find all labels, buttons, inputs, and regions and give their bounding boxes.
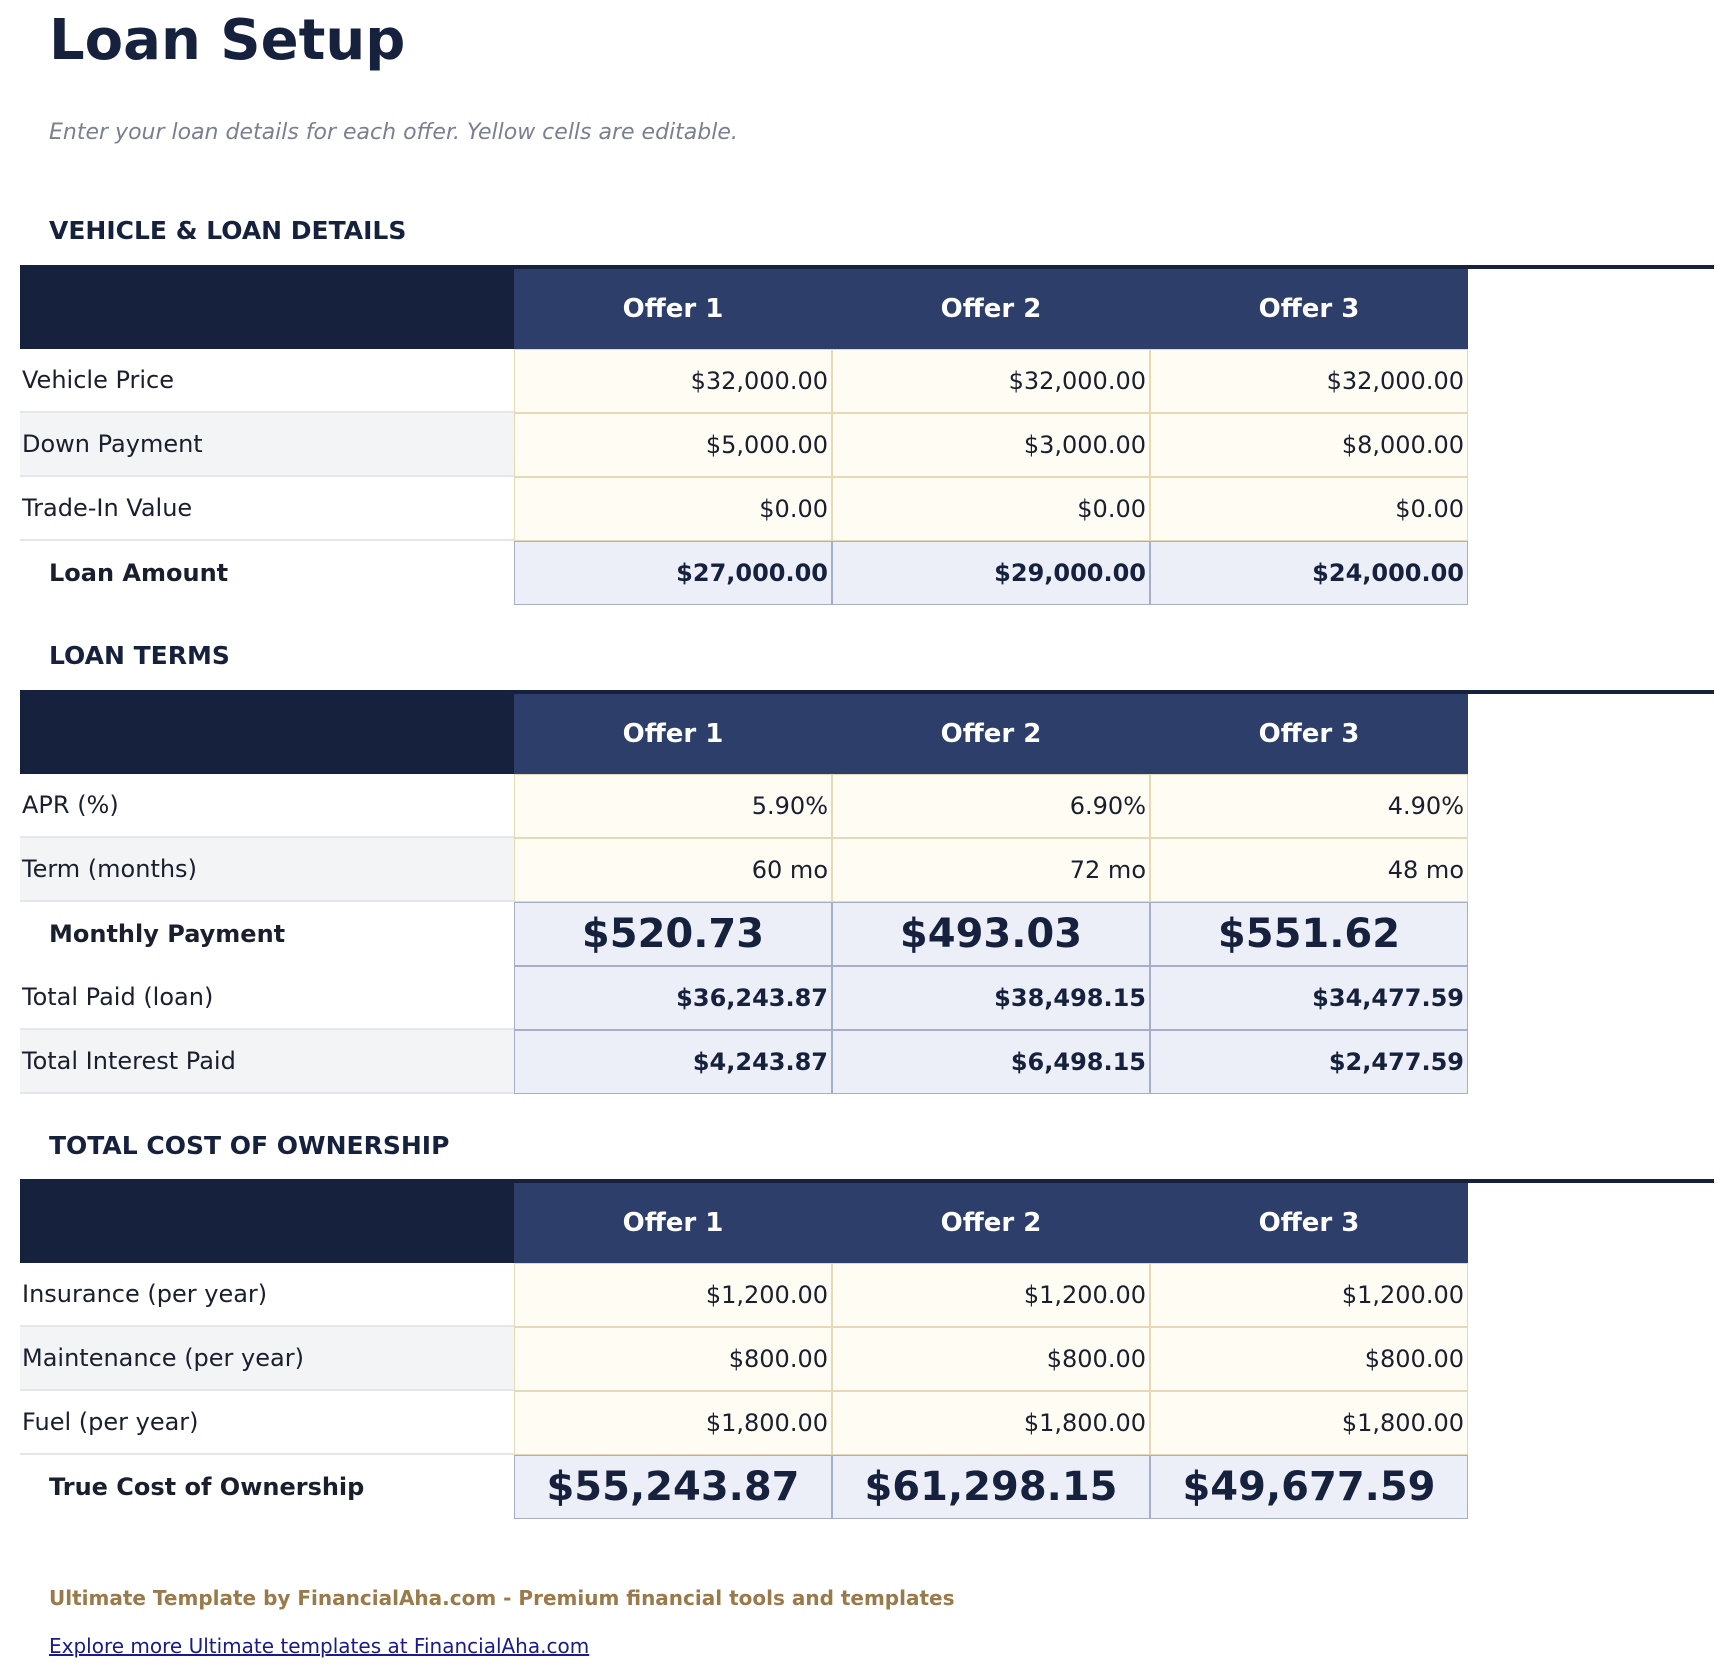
- row-label: Trade-In Value: [20, 477, 514, 541]
- row-total-interest: Total Interest Paid $4,243.87 $6,498.15 …: [20, 1030, 1714, 1094]
- insurance-offer-1-input[interactable]: $1,200.00: [514, 1263, 832, 1327]
- insurance-offer-3-input[interactable]: $1,200.00: [1150, 1263, 1468, 1327]
- table-header: Offer 1 Offer 2 Offer 3: [20, 265, 1714, 349]
- monthly-payment-offer-2: $493.03: [832, 902, 1150, 966]
- offer-3-header: Offer 3: [1150, 269, 1468, 349]
- row-loan-amount: Loan Amount $27,000.00 $29,000.00 $24,00…: [20, 541, 1714, 605]
- apr-offer-1-input[interactable]: 5.90%: [514, 774, 832, 838]
- vehicle-loan-table: Offer 1 Offer 2 Offer 3 Vehicle Price $3…: [20, 265, 1714, 605]
- loan-amount-offer-1: $27,000.00: [514, 541, 832, 605]
- maintenance-offer-3-input[interactable]: $800.00: [1150, 1327, 1468, 1391]
- footer-link[interactable]: Explore more Ultimate templates at Finan…: [49, 1634, 590, 1658]
- tco-table: Offer 1 Offer 2 Offer 3 Insurance (per y…: [20, 1179, 1714, 1519]
- total-interest-offer-3: $2,477.59: [1150, 1030, 1468, 1094]
- term-offer-3-input[interactable]: 48 mo: [1150, 838, 1468, 902]
- row-vehicle-price: Vehicle Price $32,000.00 $32,000.00 $32,…: [20, 349, 1714, 413]
- fuel-offer-3-input[interactable]: $1,800.00: [1150, 1391, 1468, 1455]
- row-label: Monthly Payment: [49, 920, 286, 948]
- vehicle-price-offer-1-input[interactable]: $32,000.00: [514, 349, 832, 413]
- loan-terms-table: Offer 1 Offer 2 Offer 3 APR (%) 5.90% 6.…: [20, 690, 1714, 1094]
- total-paid-offer-2: $38,498.15: [832, 966, 1150, 1030]
- header-corner: [20, 690, 514, 774]
- section-heading-vehicle: VEHICLE & LOAN DETAILS: [49, 216, 407, 245]
- term-offer-1-input[interactable]: 60 mo: [514, 838, 832, 902]
- total-interest-offer-1: $4,243.87: [514, 1030, 832, 1094]
- row-label: Total Interest Paid: [20, 1030, 514, 1094]
- maintenance-offer-2-input[interactable]: $800.00: [832, 1327, 1150, 1391]
- row-apr: APR (%) 5.90% 6.90% 4.90%: [20, 774, 1714, 838]
- row-label: Down Payment: [20, 413, 514, 477]
- table-header: Offer 1 Offer 2 Offer 3: [20, 690, 1714, 774]
- true-cost-offer-1: $55,243.87: [514, 1455, 832, 1519]
- row-maintenance: Maintenance (per year) $800.00 $800.00 $…: [20, 1327, 1714, 1391]
- insurance-offer-2-input[interactable]: $1,200.00: [832, 1263, 1150, 1327]
- offer-1-header: Offer 1: [514, 1183, 832, 1263]
- row-monthly-payment: Monthly Payment $520.73 $493.03 $551.62: [20, 902, 1714, 966]
- row-insurance: Insurance (per year) $1,200.00 $1,200.00…: [20, 1263, 1714, 1327]
- offer-3-header: Offer 3: [1150, 694, 1468, 774]
- header-corner: [20, 1179, 514, 1263]
- fuel-offer-2-input[interactable]: $1,800.00: [832, 1391, 1150, 1455]
- header-corner: [20, 265, 514, 349]
- offer-1-header: Offer 1: [514, 269, 832, 349]
- apr-offer-3-input[interactable]: 4.90%: [1150, 774, 1468, 838]
- row-label: True Cost of Ownership: [49, 1473, 365, 1501]
- row-label: Loan Amount: [49, 559, 229, 587]
- row-true-cost: True Cost of Ownership $55,243.87 $61,29…: [20, 1455, 1714, 1519]
- offer-2-header: Offer 2: [832, 1183, 1150, 1263]
- offer-3-header: Offer 3: [1150, 1183, 1468, 1263]
- row-label: Total Paid (loan): [20, 966, 514, 1030]
- vehicle-price-offer-2-input[interactable]: $32,000.00: [832, 349, 1150, 413]
- total-paid-offer-3: $34,477.59: [1150, 966, 1468, 1030]
- term-offer-2-input[interactable]: 72 mo: [832, 838, 1150, 902]
- down-payment-offer-1-input[interactable]: $5,000.00: [514, 413, 832, 477]
- row-total-paid: Total Paid (loan) $36,243.87 $38,498.15 …: [20, 966, 1714, 1030]
- offer-2-header: Offer 2: [832, 269, 1150, 349]
- section-heading-tco: TOTAL COST OF OWNERSHIP: [49, 1131, 450, 1160]
- row-label: Term (months): [20, 838, 514, 902]
- loan-amount-offer-3: $24,000.00: [1150, 541, 1468, 605]
- total-paid-offer-1: $36,243.87: [514, 966, 832, 1030]
- trade-in-offer-3-input[interactable]: $0.00: [1150, 477, 1468, 541]
- monthly-payment-offer-3: $551.62: [1150, 902, 1468, 966]
- row-fuel: Fuel (per year) $1,800.00 $1,800.00 $1,8…: [20, 1391, 1714, 1455]
- fuel-offer-1-input[interactable]: $1,800.00: [514, 1391, 832, 1455]
- row-label: Insurance (per year): [20, 1263, 514, 1327]
- offer-2-header: Offer 2: [832, 694, 1150, 774]
- row-label: APR (%): [20, 774, 514, 838]
- down-payment-offer-2-input[interactable]: $3,000.00: [832, 413, 1150, 477]
- down-payment-offer-3-input[interactable]: $8,000.00: [1150, 413, 1468, 477]
- table-header: Offer 1 Offer 2 Offer 3: [20, 1179, 1714, 1263]
- monthly-payment-offer-1: $520.73: [514, 902, 832, 966]
- trade-in-offer-1-input[interactable]: $0.00: [514, 477, 832, 541]
- row-label: Fuel (per year): [20, 1391, 514, 1455]
- row-term: Term (months) 60 mo 72 mo 48 mo: [20, 838, 1714, 902]
- vehicle-price-offer-3-input[interactable]: $32,000.00: [1150, 349, 1468, 413]
- maintenance-offer-1-input[interactable]: $800.00: [514, 1327, 832, 1391]
- page-subtitle: Enter your loan details for each offer. …: [49, 120, 738, 145]
- loan-amount-offer-2: $29,000.00: [832, 541, 1150, 605]
- true-cost-offer-2: $61,298.15: [832, 1455, 1150, 1519]
- trade-in-offer-2-input[interactable]: $0.00: [832, 477, 1150, 541]
- true-cost-offer-3: $49,677.59: [1150, 1455, 1468, 1519]
- footer-credit: Ultimate Template by FinancialAha.com - …: [49, 1586, 955, 1610]
- row-trade-in: Trade-In Value $0.00 $0.00 $0.00: [20, 477, 1714, 541]
- total-interest-offer-2: $6,498.15: [832, 1030, 1150, 1094]
- page-title: Loan Setup: [49, 8, 406, 73]
- offer-1-header: Offer 1: [514, 694, 832, 774]
- row-label: Maintenance (per year): [20, 1327, 514, 1391]
- row-down-payment: Down Payment $5,000.00 $3,000.00 $8,000.…: [20, 413, 1714, 477]
- section-heading-terms: LOAN TERMS: [49, 641, 230, 670]
- apr-offer-2-input[interactable]: 6.90%: [832, 774, 1150, 838]
- row-label: Vehicle Price: [20, 349, 514, 413]
